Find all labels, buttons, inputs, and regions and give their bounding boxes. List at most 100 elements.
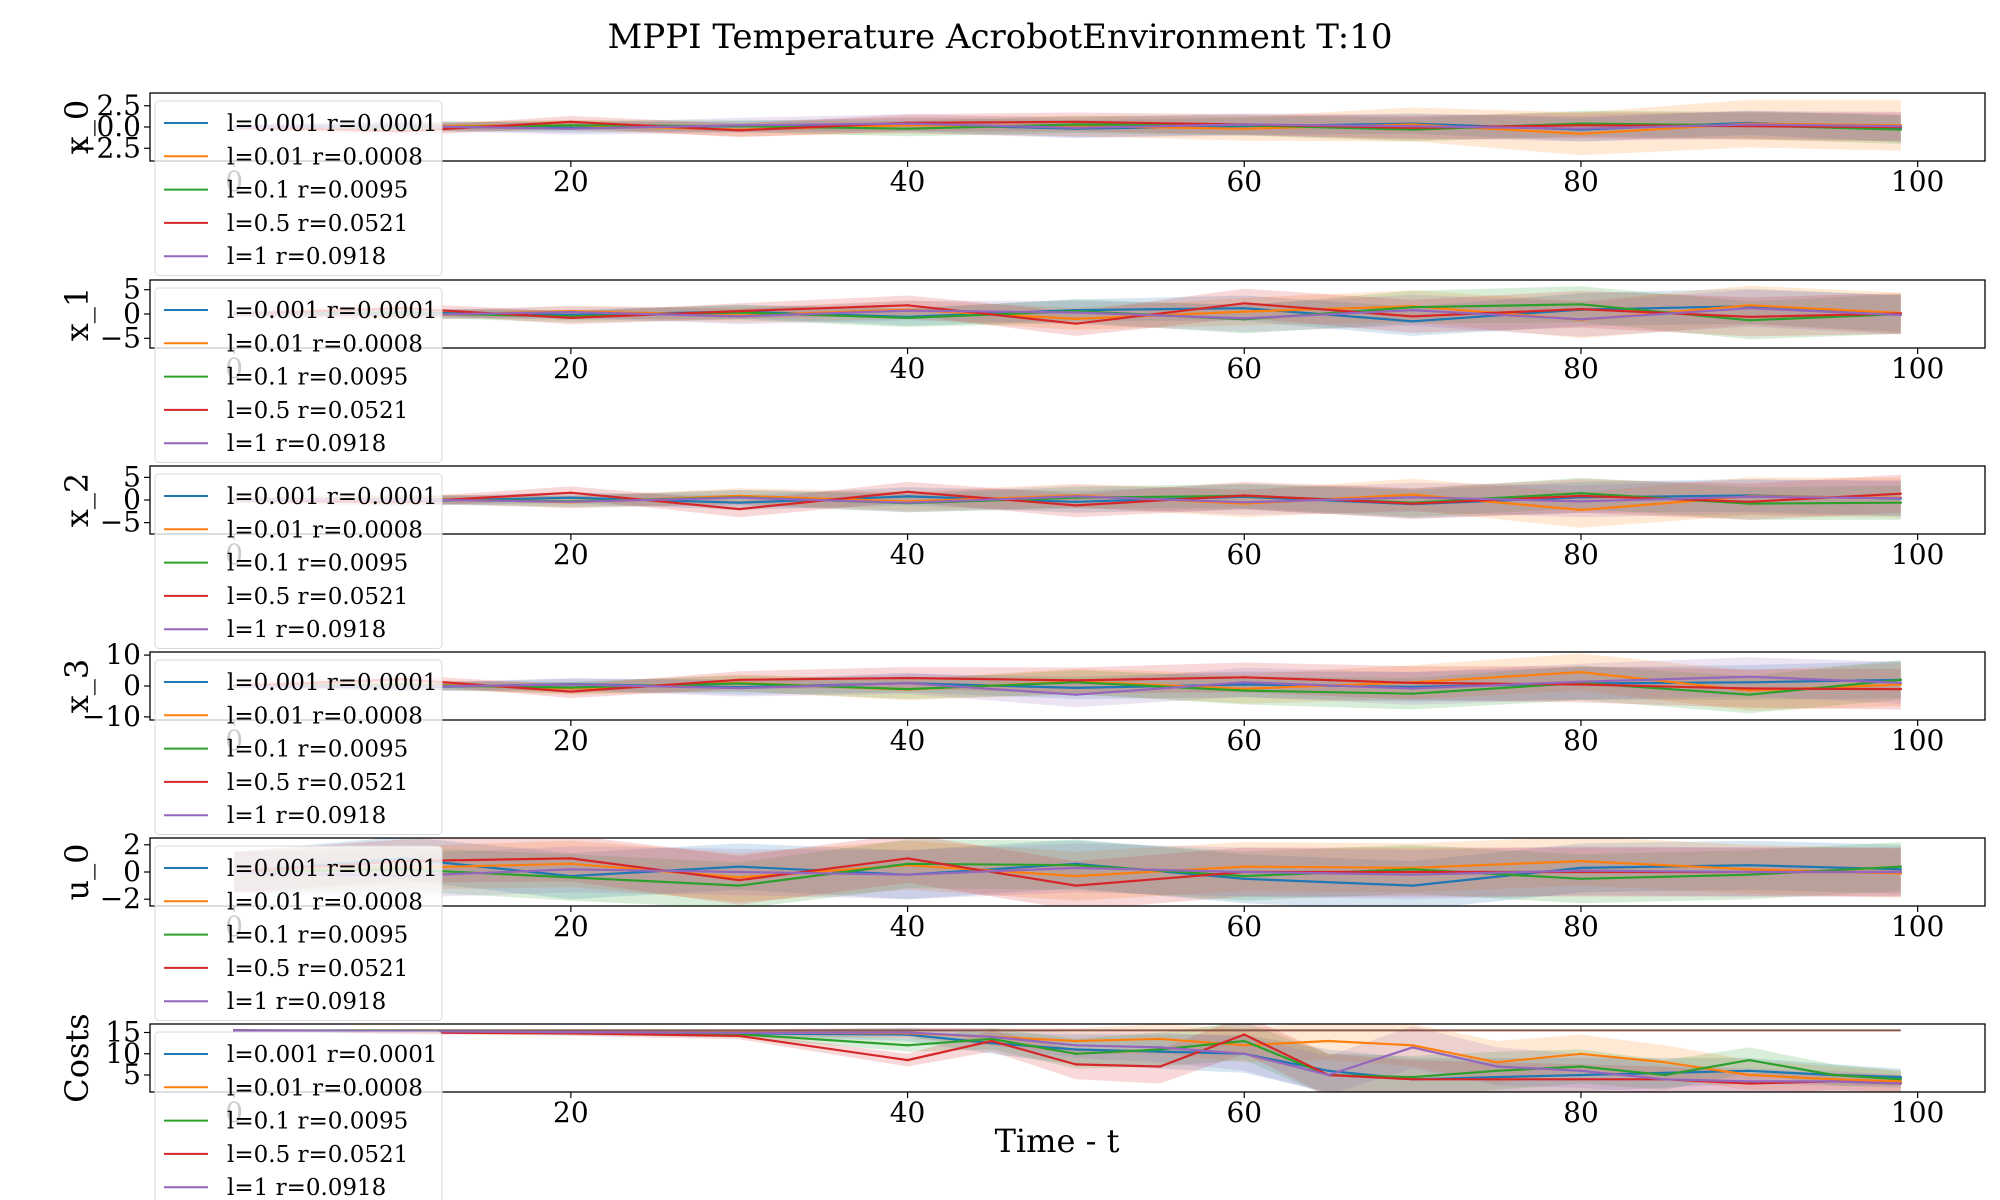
y-tick-label: 2.5 <box>96 89 141 122</box>
data-point <box>738 1031 741 1035</box>
data-point <box>738 682 741 685</box>
legend-label: l=1 r=0.0918 <box>227 431 386 457</box>
legend-label: l=0.01 r=0.0008 <box>227 889 423 915</box>
data-point <box>1579 877 1583 880</box>
data-point <box>1411 868 1414 871</box>
legend-label: l=0.1 r=0.0095 <box>227 737 408 763</box>
data-point <box>569 683 573 686</box>
data-point <box>1748 495 1751 499</box>
legend-box <box>154 473 443 649</box>
data-point <box>1327 1069 1330 1072</box>
plot-area <box>232 285 1903 340</box>
data-point <box>232 1029 236 1032</box>
data-point <box>906 495 909 498</box>
legend-label: l=1 r=0.0918 <box>227 617 386 643</box>
data-point <box>738 865 741 868</box>
y-tick-label: −10 <box>82 700 141 733</box>
data-point <box>1748 681 1751 684</box>
data-point <box>738 309 741 313</box>
data-point <box>1748 306 1751 310</box>
data-point <box>1411 1046 1414 1049</box>
y-tick-label: −5 <box>100 321 141 354</box>
data-point <box>1663 1073 1667 1077</box>
legend-label: l=0.5 r=0.0521 <box>227 956 408 982</box>
data-point <box>1411 687 1414 690</box>
y-tick-label: 15 <box>105 1016 141 1049</box>
data-point <box>738 870 741 874</box>
data-point <box>1899 313 1903 317</box>
data-point <box>1074 866 1078 870</box>
data-point <box>1411 124 1414 128</box>
data-point <box>1243 870 1246 874</box>
data-point <box>1899 865 1903 868</box>
x-tick-label: 80 <box>1563 165 1599 198</box>
x-tick-label: 40 <box>890 724 926 757</box>
data-point <box>906 682 909 685</box>
data-point <box>1899 687 1903 691</box>
data-point <box>1748 500 1751 504</box>
data-point <box>1074 500 1078 504</box>
legend-label: l=0.001 r=0.0001 <box>227 670 438 696</box>
data-point <box>1832 1078 1835 1081</box>
data-point <box>906 304 909 307</box>
legend-label: l=0.01 r=0.0008 <box>227 703 423 729</box>
data-point <box>1411 308 1414 312</box>
data-point <box>1074 120 1078 124</box>
legend: l=0.001 r=0.0001 l=0.01 r=0.0008 l=0.1 r=0… <box>154 473 443 649</box>
data-point <box>569 868 573 871</box>
figure-title: MPPI Temperature AcrobotEnvironment T:10 <box>608 17 1393 57</box>
legend-label: l=0.01 r=0.0008 <box>227 1075 423 1101</box>
data-point <box>569 496 573 499</box>
data-point <box>906 1031 909 1034</box>
data-point <box>1579 303 1583 306</box>
data-point <box>990 1037 993 1041</box>
data-point <box>1411 1044 1414 1047</box>
data-point <box>1899 870 1903 874</box>
data-point <box>1243 676 1246 679</box>
data-point <box>1495 1061 1498 1064</box>
x-tick-label: 100 <box>1891 724 1944 757</box>
x-axis-label: Time - t <box>995 1122 1120 1160</box>
data-point <box>1074 311 1078 314</box>
data-point <box>738 678 741 682</box>
band-series-4 <box>234 662 1901 710</box>
data-point <box>738 496 741 499</box>
y-axis-label: Costs <box>58 1013 96 1102</box>
data-point <box>1327 1039 1330 1043</box>
data-point <box>738 686 741 690</box>
y-tick-label: −2.5 <box>73 131 141 164</box>
data-point <box>1495 1069 1498 1072</box>
x-tick-label: 60 <box>1226 1096 1262 1129</box>
data-point <box>1748 319 1751 322</box>
data-point <box>990 1039 993 1043</box>
data-point <box>1411 123 1414 126</box>
legend-label: l=0.001 r=0.0001 <box>227 298 438 324</box>
x-tick-label: 100 <box>1891 165 1944 198</box>
data-point <box>1243 1052 1246 1055</box>
band-series-3 <box>234 1024 1901 1092</box>
data-point <box>1748 870 1751 874</box>
data-point <box>1832 1080 1835 1083</box>
data-point <box>1899 128 1903 131</box>
data-point <box>738 315 741 318</box>
band-series-1 <box>234 1028 1901 1092</box>
data-point <box>1411 873 1414 876</box>
x-tick-label: 40 <box>890 910 926 943</box>
data-point <box>1748 1073 1751 1077</box>
data-point <box>1243 127 1246 130</box>
legend-label: l=0.001 r=0.0001 <box>227 1042 438 1068</box>
legend-label: l=0.001 r=0.0001 <box>227 484 438 510</box>
data-point <box>569 857 573 860</box>
data-point <box>1074 1039 1078 1043</box>
data-point <box>1411 681 1414 685</box>
data-point <box>569 127 573 130</box>
x-tick-label: 80 <box>1563 724 1599 757</box>
legend-box <box>154 1031 443 1200</box>
data-point <box>1243 501 1246 504</box>
x-tick-label: 20 <box>553 910 589 943</box>
data-point <box>1579 866 1583 870</box>
data-point <box>906 873 909 876</box>
band-series-4 <box>234 1024 1901 1092</box>
x-tick-label: 20 <box>553 724 589 757</box>
legend-label: l=0.01 r=0.0008 <box>227 144 423 170</box>
